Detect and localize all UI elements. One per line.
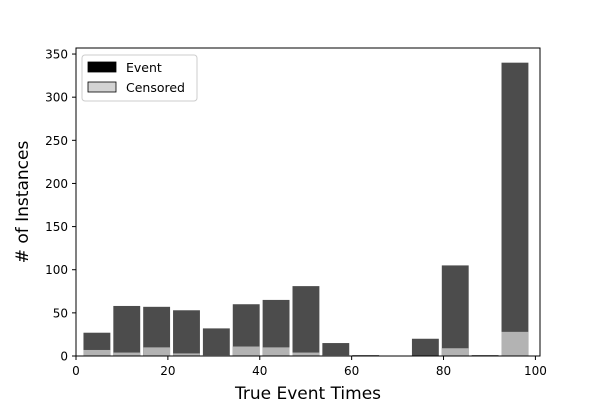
bar-censored-12 [441,348,469,356]
x-tick-label-60: 60 [344,364,359,378]
x-axis-label: True Event Times [234,384,381,400]
bar-censored-2 [143,347,171,356]
bar-event-3 [173,310,200,356]
bars-layer [83,62,529,357]
y-tick-label-0: 0 [60,350,68,364]
bar-censored-6 [262,347,290,356]
y-tick-label-100: 100 [45,263,68,277]
bar-event-8 [322,343,350,356]
x-tick-label-20: 20 [160,364,175,378]
x-tick-label-40: 40 [252,364,267,378]
bar-event-12 [441,265,469,356]
bar-censored-14 [501,331,529,356]
y-tick-label-150: 150 [45,220,68,234]
x-axis-ticks: 0 20 40 60 80 100 [72,356,547,378]
legend: Event Censored [81,54,198,102]
bar-event-4 [202,328,230,356]
bar-censored-3 [173,353,200,356]
bar-event-1 [113,305,141,356]
x-tick-label-0: 0 [72,364,80,378]
x-tick-label-80: 80 [436,364,451,378]
legend-swatch-censored [87,81,117,93]
legend-swatch-event [87,61,117,73]
bar-censored-1 [113,352,141,356]
bar-event-7 [292,286,320,356]
y-tick-label-300: 300 [45,91,68,105]
plot-frame [75,47,541,357]
y-tick-label-250: 250 [45,134,68,148]
y-tick-label-200: 200 [45,177,68,191]
x-tick-label-100: 100 [524,364,547,378]
bar-event-14 [501,62,529,357]
bar-event-11 [411,338,439,356]
y-tick-label-350: 350 [45,48,68,62]
y-tick-label-50: 50 [53,306,68,320]
legend-label-event: Event [126,60,162,75]
y-axis-ticks: 0 50 100 150 200 250 300 350 [45,48,76,364]
bar-censored-5 [232,346,260,356]
y-axis-label: # of Instances [13,141,33,264]
legend-label-censored: Censored [126,80,185,95]
bar-event-6 [262,299,290,356]
bar-censored-0 [83,349,111,356]
bar-censored-7 [292,352,320,356]
